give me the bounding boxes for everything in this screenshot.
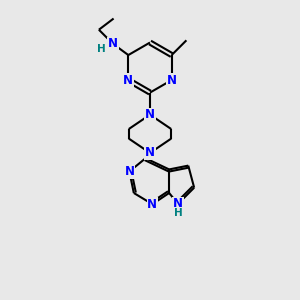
Text: N: N [173,197,183,210]
Text: N: N [108,38,118,50]
Text: N: N [124,165,134,178]
Text: N: N [123,74,133,87]
Text: N: N [145,108,155,121]
Text: H: H [174,208,183,218]
Text: H: H [98,44,106,54]
Text: N: N [147,198,158,211]
Text: N: N [167,74,177,87]
Text: N: N [145,146,155,159]
